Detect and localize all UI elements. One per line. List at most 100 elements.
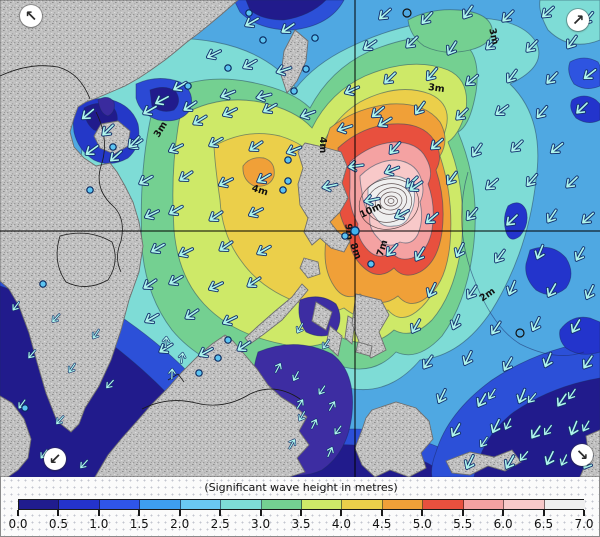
station-markers — [21, 8, 525, 412]
wave-direction-arrow — [405, 35, 419, 49]
pan-sw-button[interactable]: ↙ — [44, 448, 66, 470]
station-marker[interactable] — [302, 65, 310, 73]
colorbar-segment — [19, 500, 60, 509]
wave-direction-arrow — [244, 16, 260, 29]
open-station-marker[interactable] — [402, 8, 412, 18]
wave-direction-arrow — [567, 419, 580, 437]
station-marker[interactable] — [224, 336, 232, 344]
colorbar-tick — [542, 510, 545, 516]
colorbar-tick-label: 2.0 — [170, 517, 190, 531]
wave-direction-arrow — [218, 240, 234, 252]
wave-direction-arrow — [172, 80, 188, 93]
station-marker[interactable] — [224, 64, 232, 72]
station-marker[interactable] — [341, 232, 349, 240]
colorbar-tick — [178, 510, 181, 516]
wave-direction-arrow — [333, 424, 343, 436]
wave-direction-arrow — [503, 454, 516, 470]
wave-direction-arrow — [462, 4, 474, 20]
wave-direction-arrow — [288, 438, 297, 450]
station-marker[interactable] — [21, 404, 29, 412]
wave-direction-arrow — [144, 312, 160, 325]
wave-direction-arrow — [501, 9, 515, 23]
wave-direction-arrow — [581, 211, 595, 225]
colorbar — [18, 499, 585, 510]
wave-direction-arrow — [84, 144, 100, 156]
wave-direction-arrow — [343, 84, 361, 97]
map-area[interactable]: 3m 4m 4m 3m 3m 2m 10m 9m 8m 7m ↖ ↗ ↙ ↘ — [0, 0, 600, 477]
wave-direction-arrow — [465, 207, 479, 221]
colorbar-tick — [421, 510, 424, 516]
wave-direction-arrow — [291, 370, 300, 382]
station-marker[interactable] — [259, 36, 267, 44]
wave-direction-arrow — [336, 122, 354, 135]
wave-direction-arrow — [388, 141, 402, 155]
wave-direction-arrow — [385, 243, 399, 257]
wave-direction-arrow — [208, 210, 224, 222]
station-marker[interactable] — [284, 156, 292, 164]
wave-direction-arrow — [206, 48, 222, 61]
pan-ne-button[interactable]: ↗ — [567, 9, 589, 31]
wave-direction-arrow — [297, 410, 306, 422]
wave-direction-arrow — [198, 346, 214, 359]
wave-direction-arrow — [530, 424, 542, 440]
station-marker[interactable] — [279, 186, 287, 194]
station-marker[interactable] — [214, 354, 222, 362]
wave-direction-arrow — [105, 379, 115, 389]
wave-direction-arrow — [543, 450, 556, 466]
wave-direction-arrow — [208, 136, 224, 149]
wave-direction-arrow — [182, 100, 198, 112]
station-marker[interactable] — [109, 143, 117, 151]
wave-direction-arrow — [248, 206, 264, 219]
station-marker[interactable] — [245, 9, 253, 17]
wave-direction-arrow — [489, 418, 502, 434]
wave-direction-arrow — [581, 419, 591, 433]
colorbar-tick — [380, 510, 383, 516]
wave-direction-arrow — [178, 246, 194, 259]
wave-direction-arrow — [533, 243, 546, 261]
station-marker[interactable] — [184, 82, 192, 90]
wave-direction-arrow — [11, 300, 21, 312]
wave-direction-arrow — [510, 139, 524, 153]
wave-direction-arrow — [549, 141, 565, 155]
wave-direction-arrow — [525, 173, 539, 187]
station-marker[interactable] — [311, 34, 319, 42]
wave-direction-arrow — [575, 101, 589, 115]
wave-direction-arrow — [79, 459, 89, 469]
colorbar-tick-label: 6.0 — [493, 517, 513, 531]
selected-station-marker[interactable] — [350, 226, 360, 236]
pan-se-button[interactable]: ↘ — [571, 444, 593, 466]
station-marker[interactable] — [86, 186, 94, 194]
station-marker[interactable] — [39, 280, 47, 288]
colorbar-segment — [544, 500, 585, 509]
wave-direction-arrow — [208, 280, 224, 293]
wave-direction-arrow — [321, 180, 339, 193]
wave-direction-arrow — [413, 246, 426, 262]
station-marker[interactable] — [195, 369, 203, 377]
wave-direction-arrow — [535, 105, 549, 119]
wave-direction-arrow — [464, 73, 480, 87]
pan-nw-button[interactable]: ↖ — [20, 5, 42, 27]
open-station-marker[interactable] — [515, 328, 525, 338]
contour-label: 8m — [347, 242, 363, 261]
wave-direction-arrow — [409, 318, 422, 334]
station-marker[interactable] — [290, 87, 298, 95]
wave-direction-arrow — [505, 213, 519, 227]
colorbar-tick — [259, 510, 262, 516]
wave-direction-arrow — [471, 142, 483, 158]
wave-direction-arrow — [435, 388, 448, 404]
landmass-asia-mainland — [0, 0, 239, 433]
wave-direction-arrow — [255, 90, 273, 103]
wave-direction-arrow — [559, 453, 569, 467]
landmass-malay-peninsula — [0, 395, 32, 477]
station-marker[interactable] — [284, 177, 292, 185]
wave-direction-arrow — [529, 316, 542, 332]
wave-direction-arrow — [142, 104, 158, 117]
colorbar-tick — [17, 510, 19, 516]
colorbar-segment — [180, 500, 222, 509]
wave-direction-arrow — [487, 387, 497, 401]
station-marker[interactable] — [367, 260, 375, 268]
wave-direction-arrow — [425, 66, 439, 82]
colorbar-segment — [504, 500, 545, 509]
landmass-mindanao — [354, 401, 434, 477]
